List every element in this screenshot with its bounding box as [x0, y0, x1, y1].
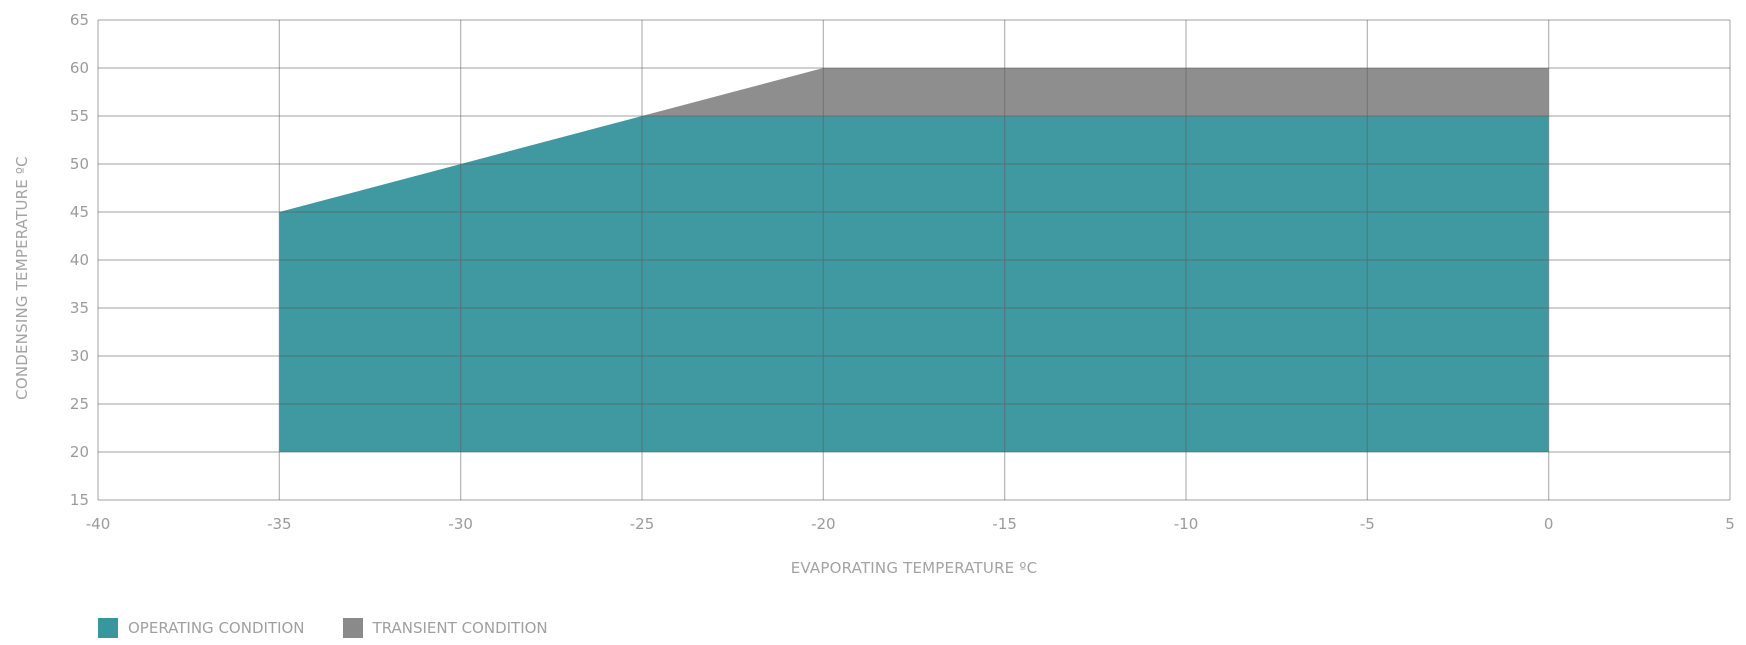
legend-label-transient: TRANSIENT CONDITION — [372, 619, 548, 637]
y-tick-label: 35 — [70, 299, 89, 317]
x-tick-label: -30 — [448, 515, 473, 533]
y-tick-label: 40 — [70, 251, 89, 269]
y-tick-label: 55 — [70, 107, 89, 125]
x-tick-label: -10 — [1174, 515, 1199, 533]
area-operating-condition — [279, 116, 1549, 452]
y-tick-label: 50 — [70, 155, 89, 173]
chart-grid — [97, 19, 1731, 501]
x-tick-label: -25 — [630, 515, 655, 533]
y-tick-label: 60 — [70, 59, 89, 77]
chart-ticks: -40 -35 -30 -25 -20 -15 -10 -5 0 5 15 20 25 30 35 40 45 5… — [70, 11, 1735, 533]
y-tick-label: 15 — [70, 491, 89, 509]
x-tick-label: 5 — [1725, 515, 1735, 533]
chart-canvas: -40 -35 -30 -25 -20 -15 -10 -5 0 5 15 20 25 30 35 40 45 5… — [13, 11, 1735, 577]
chart-legend: OPERATING CONDITION TRANSIENT CONDITION — [98, 618, 548, 638]
legend-item-operating: OPERATING CONDITION — [98, 618, 305, 638]
y-tick-label: 30 — [70, 347, 89, 365]
legend-swatch-transient — [342, 618, 363, 638]
x-tick-label: -15 — [992, 515, 1017, 533]
chart-areas — [279, 68, 1549, 452]
x-tick-label: 0 — [1544, 515, 1554, 533]
x-tick-label: -20 — [811, 515, 836, 533]
x-tick-label: -35 — [267, 515, 292, 533]
y-tick-label: 45 — [70, 203, 89, 221]
y-tick-label: 25 — [70, 395, 89, 413]
y-tick-label: 20 — [70, 443, 89, 461]
x-tick-label: -40 — [86, 515, 111, 533]
y-tick-label: 65 — [70, 11, 89, 29]
area-transient-condition — [642, 68, 1549, 116]
y-axis-label: CONDENSING TEMPERATURE ºC — [13, 156, 31, 400]
x-tick-label: -5 — [1360, 515, 1375, 533]
x-axis-label: EVAPORATING TEMPERATURE ºC — [791, 559, 1038, 577]
legend-label-operating: OPERATING CONDITION — [128, 619, 305, 637]
legend-item-transient: TRANSIENT CONDITION — [342, 618, 548, 638]
legend-swatch-operating — [98, 618, 118, 638]
